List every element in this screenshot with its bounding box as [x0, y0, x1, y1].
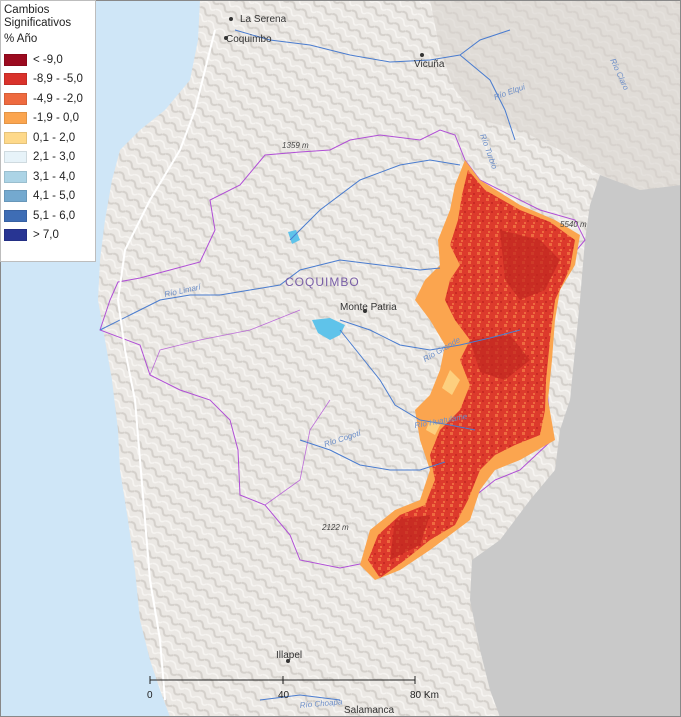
river-grande: [339, 319, 521, 351]
legend-label: 0,1 - 2,0: [33, 131, 76, 144]
river-choapa: [259, 694, 341, 701]
scale-tick-40: 40: [278, 690, 290, 701]
legend-swatch: [4, 112, 27, 125]
river-elqui: [234, 29, 461, 63]
legend-item: -8,9 - -5,0: [4, 70, 95, 90]
legend-title-line1: Cambios: [4, 4, 50, 16]
legend-label: < -9,0: [33, 53, 63, 66]
legend-item: 4,1 - 5,0: [4, 187, 95, 207]
river-limari: [99, 259, 441, 331]
land-argentina: [470, 175, 681, 717]
scale-bar: 0 40 80 Km: [147, 676, 439, 701]
legend-swatch: [4, 229, 27, 242]
river-turbio: [459, 54, 516, 141]
scale-tick-0: 0: [147, 690, 153, 701]
legend-item: < -9,0: [4, 50, 95, 70]
legend-label: 3,1 - 4,0: [33, 170, 76, 183]
legend-item: > 7,0: [4, 226, 95, 246]
legend-swatch: [4, 190, 27, 203]
legend-label: -8,9 - -5,0: [33, 73, 83, 86]
label-rio-choapa: Río Choapa: [299, 697, 343, 710]
label-coquimbo-city: Coquimbo: [226, 34, 272, 45]
change-class-darkred: [390, 230, 560, 560]
legend-label: 2,1 - 3,0: [33, 151, 76, 164]
legend-item: 3,1 - 4,0: [4, 167, 95, 187]
legend-unit: % Año: [4, 33, 38, 45]
dot-monte-patria: [363, 309, 367, 313]
dot-vicuna: [420, 53, 424, 57]
road-ruta-5: [116, 29, 216, 701]
legend-swatch: [4, 170, 27, 183]
legend-swatch: [4, 92, 27, 105]
legend-swatch: [4, 53, 27, 66]
legend-item: -4,9 - -2,0: [4, 89, 95, 109]
label-elevation-1359: 1359 m: [282, 141, 309, 150]
dot-coquimbo: [224, 36, 228, 40]
legend-title-line2: Significativos: [4, 17, 72, 29]
legend-items: < -9,0 -8,9 - -5,0 -4,9 - -2,0 -1,9 - 0,…: [4, 50, 95, 245]
legend-item: 5,1 - 6,0: [4, 206, 95, 226]
change-area: [360, 160, 580, 580]
river-network: [99, 29, 521, 701]
legend-item: 0,1 - 2,0: [4, 128, 95, 148]
legend-label: -1,9 - 0,0: [33, 112, 80, 125]
legend-swatch: [4, 151, 27, 164]
label-salamanca: Salamanca: [344, 705, 394, 716]
legend-item: 2,1 - 3,0: [4, 148, 95, 168]
andes-relief: [430, 0, 681, 190]
river-huatulame: [339, 329, 476, 431]
label-elevation-2122: 2122 m: [321, 523, 349, 532]
legend-swatch: [4, 209, 27, 222]
legend-item: -1,9 - 0,0: [4, 109, 95, 129]
legend-label: > 7,0: [33, 229, 59, 242]
legend-label: -4,9 - -2,0: [33, 92, 83, 105]
legend-swatch: [4, 73, 27, 86]
label-illapel: Illapel: [276, 650, 302, 661]
legend-label: 5,1 - 6,0: [33, 209, 76, 222]
legend-swatch: [4, 131, 27, 144]
dot-illapel: [286, 659, 290, 663]
label-monte-patria: Monte Patria: [340, 302, 397, 313]
river-north-branch: [289, 159, 461, 241]
label-vicuna: Vicuña: [414, 59, 445, 70]
river-claro: [459, 29, 511, 56]
subregion-boundary: [149, 309, 331, 506]
legend-label: 4,1 - 5,0: [33, 190, 76, 203]
scale-tick-80: 80 Km: [410, 690, 439, 701]
label-elevation-5540: 5540 m: [560, 220, 587, 229]
river-cogoti: [299, 439, 446, 471]
change-class-light: [426, 370, 460, 435]
reservoir-la-paloma: [312, 318, 345, 340]
dot-la-serena: [229, 17, 233, 21]
legend-panel: Cambios Significativos % Año < -9,0 -8,9…: [0, 0, 96, 262]
label-la-serena: La Serena: [240, 14, 287, 25]
label-region: COQUIMBO: [285, 275, 360, 289]
